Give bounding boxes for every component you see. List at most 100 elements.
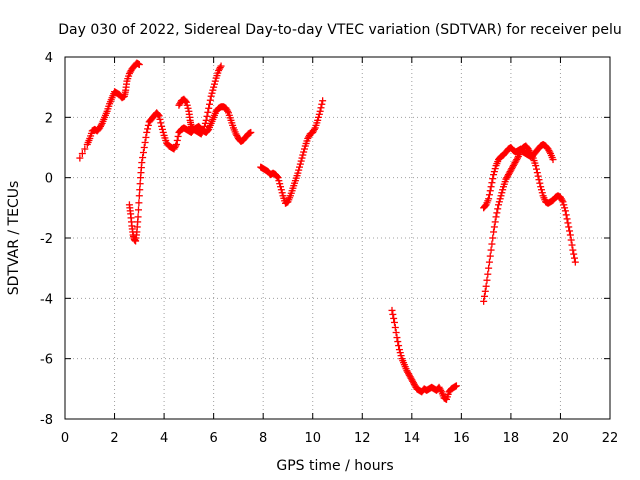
data-point: [135, 199, 143, 207]
data-point: [81, 145, 89, 153]
data-point: [563, 215, 571, 223]
data-point: [569, 246, 577, 254]
data-point: [305, 133, 313, 141]
data-point: [143, 128, 151, 136]
data-point: [496, 195, 504, 203]
data-point: [319, 97, 327, 105]
data-point: [532, 162, 540, 170]
data-point: [488, 179, 496, 187]
data-point: [76, 154, 84, 162]
data-point: [405, 370, 413, 378]
data-point: [294, 169, 302, 177]
data-point: [497, 192, 505, 200]
series-arc-6: [480, 142, 579, 305]
data-point: [316, 107, 324, 115]
data-point: [157, 119, 165, 127]
data-point: [559, 198, 567, 206]
data-point: [158, 122, 166, 130]
data-point: [490, 228, 498, 236]
data-point: [144, 125, 152, 133]
data-point: [560, 201, 568, 209]
data-point: [544, 145, 552, 153]
data-point: [210, 80, 218, 88]
data-point: [315, 110, 323, 118]
data-point: [175, 101, 183, 109]
data-point: [215, 65, 223, 73]
data-point: [538, 189, 546, 197]
data-point: [144, 121, 152, 129]
y-tick-label: 0: [45, 172, 53, 187]
data-point: [296, 163, 304, 171]
data-point: [409, 379, 417, 387]
data-point: [389, 310, 397, 318]
data-point: [182, 97, 190, 105]
data-point: [403, 367, 411, 375]
data-point: [158, 125, 166, 133]
x-tick-label: 10: [304, 431, 321, 446]
data-point: [570, 250, 578, 258]
data-point: [233, 131, 241, 139]
data-point: [159, 128, 167, 136]
data-point: [567, 236, 575, 244]
chart-title: Day 030 of 2022, Sidereal Day-to-day VTE…: [58, 22, 621, 38]
data-point: [537, 183, 545, 191]
data-point: [297, 157, 305, 165]
x-tick-label: 12: [354, 431, 371, 446]
data-point: [512, 157, 520, 165]
data-point: [404, 368, 412, 376]
data-point: [509, 163, 517, 171]
data-point: [397, 352, 405, 360]
data-point: [485, 195, 493, 203]
data-point: [510, 160, 518, 168]
data-point: [495, 198, 503, 206]
data-point: [388, 306, 396, 314]
data-point: [505, 169, 513, 177]
data-point: [174, 132, 182, 140]
data-point: [514, 154, 522, 162]
data-point: [223, 106, 231, 114]
data-point: [176, 100, 184, 108]
data-point: [562, 211, 570, 219]
x-tick-label: 4: [160, 431, 168, 446]
data-point: [405, 371, 413, 379]
data-point: [299, 151, 307, 159]
data-point: [97, 122, 105, 130]
data-point: [482, 282, 490, 290]
x-axis: 0 2 4 6 8 10 12 14 16 18 20 22: [61, 57, 618, 446]
data-point: [139, 149, 147, 157]
data-point: [211, 77, 219, 85]
data-point: [558, 196, 566, 204]
data-point: [210, 83, 218, 91]
data-point: [570, 254, 578, 262]
data-point: [222, 104, 230, 112]
data-point: [277, 183, 285, 191]
data-point: [437, 386, 445, 394]
data-point: [295, 166, 303, 174]
data-point: [125, 70, 133, 78]
data-point: [142, 133, 150, 141]
data-point: [140, 144, 148, 151]
data-point: [247, 128, 255, 136]
data-point: [488, 240, 496, 248]
data-point: [549, 156, 557, 164]
data-point: [309, 128, 317, 136]
data-point: [273, 173, 281, 181]
data-point: [485, 264, 493, 272]
data-points: [76, 59, 579, 403]
data-point: [534, 172, 542, 180]
data-point: [498, 189, 506, 197]
data-point: [395, 342, 403, 350]
data-point: [173, 136, 181, 144]
data-point: [536, 179, 544, 187]
series-arc-4: [257, 97, 327, 207]
x-axis-label: GPS time / hours: [276, 458, 393, 474]
data-point: [557, 195, 565, 203]
data-point: [135, 192, 143, 200]
data-point: [564, 219, 572, 227]
data-point: [524, 145, 532, 153]
data-point: [556, 193, 564, 201]
data-point: [156, 115, 164, 123]
data-point: [184, 104, 192, 112]
data-point: [535, 176, 543, 184]
